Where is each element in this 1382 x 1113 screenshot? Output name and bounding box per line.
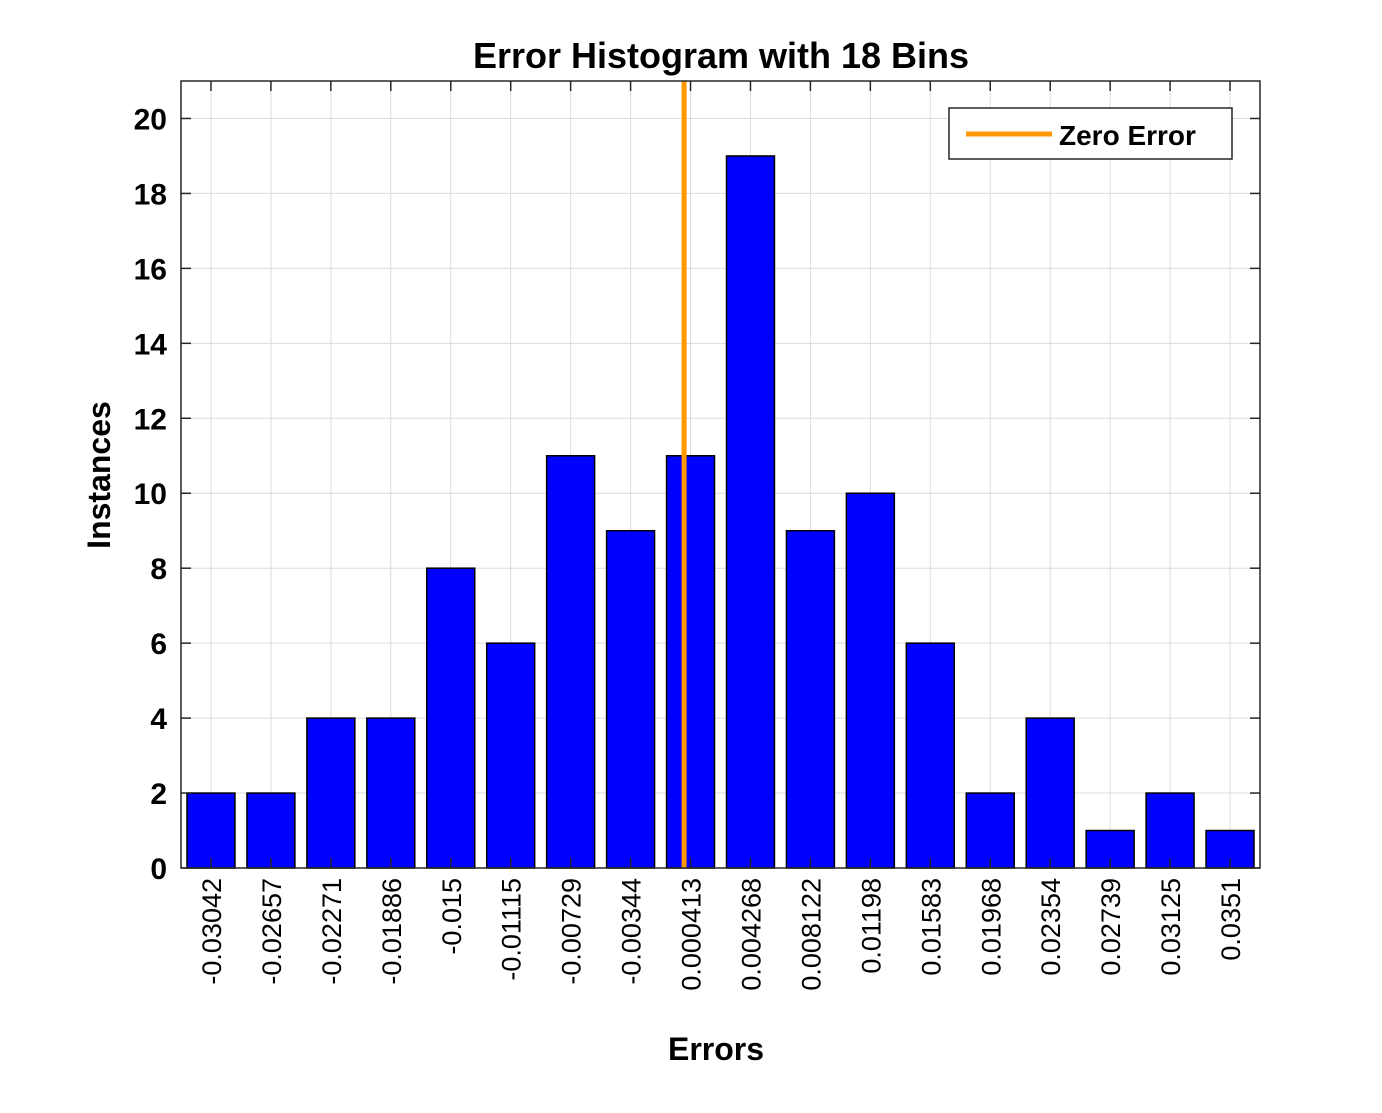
y-tick-label: 8 — [150, 553, 167, 586]
x-tick-label: 0.02354 — [1036, 878, 1066, 976]
y-tick-labels: 0 2 4 6 8 10 12 14 16 18 20 — [134, 103, 168, 886]
histogram-bar — [605, 529, 656, 869]
bars-layer — [186, 155, 1255, 869]
histogram-bar — [785, 529, 836, 869]
y-tick-label: 10 — [134, 478, 167, 511]
y-tick-label: 2 — [150, 778, 167, 811]
y-tick-label: 20 — [134, 103, 167, 136]
x-tick-label: -0.00344 — [617, 878, 647, 985]
x-tick-label: -0.00729 — [557, 878, 587, 985]
histogram-bar — [545, 455, 596, 869]
histogram-bar — [426, 567, 476, 869]
histogram-bar — [1145, 792, 1195, 869]
x-tick-label: 0.01583 — [916, 878, 946, 976]
x-tick-label: 0.03125 — [1156, 878, 1186, 976]
histogram-bar — [186, 792, 236, 869]
y-tick-label: 18 — [134, 178, 167, 211]
x-tick-label: -0.01115 — [497, 878, 527, 981]
y-tick-label: 16 — [134, 253, 167, 286]
x-tick-label: -0.02271 — [317, 878, 347, 985]
histogram-bar — [485, 642, 536, 869]
histogram-bar — [665, 455, 716, 869]
ticks-layer — [181, 81, 1260, 869]
y-tick-label: 12 — [134, 403, 167, 436]
y-tick-label: 4 — [150, 703, 167, 736]
x-tick-label: -0.03042 — [197, 878, 227, 985]
histogram-bar — [1025, 717, 1075, 869]
x-axis-label: Errors — [668, 1031, 764, 1067]
histogram-bar — [905, 642, 956, 869]
legend: Zero Error — [948, 107, 1233, 160]
y-axis-label: Instances — [81, 401, 117, 549]
y-tick-label: 14 — [134, 328, 168, 361]
x-tick-label: 0.01968 — [976, 878, 1006, 976]
x-tick-label: 0.02739 — [1096, 878, 1126, 976]
histogram-bar — [246, 792, 296, 869]
x-tick-labels: -0.03042 -0.02657 -0.02271 -0.01886 -0.015 -0… — [197, 878, 1246, 991]
legend-zero-error-label: Zero Error — [1059, 120, 1196, 151]
plot-area-border — [180, 80, 1261, 869]
x-tick-label: 0.008122 — [796, 878, 826, 991]
y-tick-label: 0 — [150, 853, 167, 886]
histogram-bar — [725, 155, 776, 869]
x-tick-label: 0.01198 — [856, 878, 886, 974]
y-tick-label: 6 — [150, 628, 167, 661]
x-tick-label: 0.000413 — [677, 878, 707, 991]
histogram-bar — [845, 492, 896, 869]
x-tick-label: 0.0351 — [1216, 878, 1246, 961]
histogram-bar — [366, 717, 416, 869]
histogram-bar — [306, 717, 356, 869]
chart-title: Error Histogram with 18 Bins — [473, 35, 969, 76]
x-tick-label: 0.004268 — [736, 878, 766, 991]
histogram-bar — [965, 792, 1015, 869]
x-tick-label: -0.02657 — [257, 878, 287, 985]
x-tick-label: -0.01886 — [377, 878, 407, 985]
x-tick-label: -0.015 — [437, 878, 467, 955]
